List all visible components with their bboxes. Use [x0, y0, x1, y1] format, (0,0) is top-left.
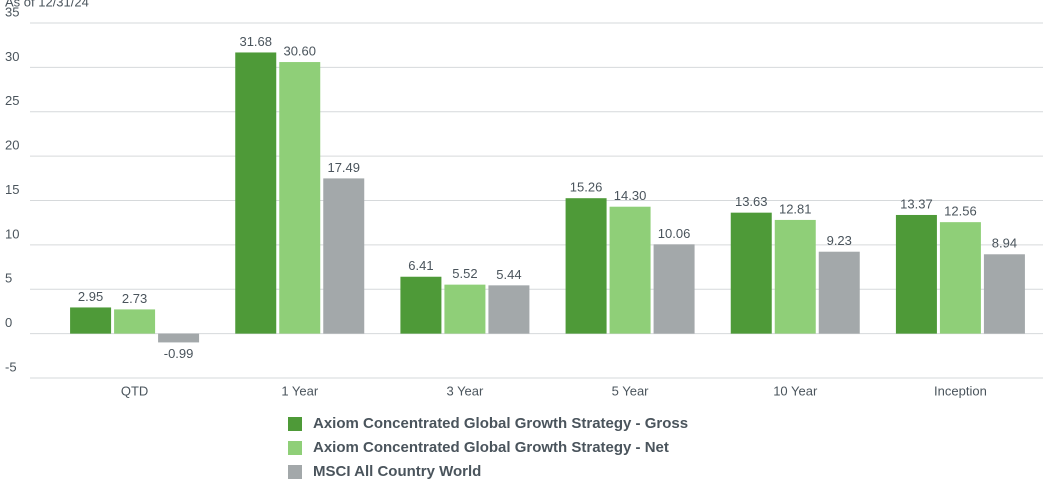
- value-label: 10.06: [658, 226, 691, 241]
- legend-swatch: [288, 417, 302, 431]
- bar: [444, 284, 486, 334]
- y-tick-label: 5: [5, 271, 12, 286]
- legend-swatch: [288, 465, 302, 479]
- x-tick-label: 10 Year: [773, 383, 818, 398]
- bar: [323, 178, 365, 334]
- y-tick-label: 10: [5, 226, 19, 241]
- value-label: 2.95: [78, 289, 103, 304]
- value-label: 14.30: [614, 188, 647, 203]
- legend-label: MSCI All Country World: [313, 463, 481, 480]
- legend-swatch: [288, 441, 302, 455]
- value-label: 9.23: [827, 233, 852, 248]
- value-label: 2.73: [122, 291, 147, 306]
- bar: [774, 219, 816, 334]
- value-label: 5.52: [452, 266, 477, 281]
- value-label: 13.37: [900, 196, 933, 211]
- value-label: -0.99: [164, 346, 194, 361]
- x-tick-label: 3 Year: [446, 383, 484, 398]
- bar: [895, 214, 937, 334]
- x-tick-label: 5 Year: [612, 383, 650, 398]
- bar: [609, 206, 651, 334]
- y-tick-label: 20: [5, 138, 19, 153]
- value-label: 15.26: [570, 180, 603, 195]
- bar: [730, 212, 772, 334]
- y-tick-label: -5: [5, 359, 17, 374]
- bar: [279, 62, 321, 334]
- chart-subtitle: As of 12/31/24: [5, 0, 89, 9]
- x-tick-label: 1 Year: [281, 383, 319, 398]
- legend-label: Axiom Concentrated Global Growth Strateg…: [313, 439, 669, 456]
- value-label: 12.81: [779, 201, 812, 216]
- bar: [400, 276, 442, 334]
- bar: [488, 285, 530, 334]
- bar: [983, 254, 1025, 334]
- bar: [818, 251, 860, 334]
- bar: [70, 307, 112, 334]
- y-tick-label: 35: [5, 4, 19, 19]
- bar: [114, 309, 156, 334]
- bar: [235, 52, 277, 334]
- bar: [939, 222, 981, 334]
- value-label: 30.60: [283, 43, 316, 58]
- bar: [158, 333, 200, 343]
- value-label: 5.44: [496, 267, 521, 282]
- value-label: 6.41: [408, 258, 433, 273]
- legend-label: Axiom Concentrated Global Growth Strateg…: [313, 415, 688, 432]
- value-label: 13.63: [735, 194, 768, 209]
- y-tick-label: 30: [5, 49, 19, 64]
- bar: [653, 244, 695, 334]
- value-label: 8.94: [992, 236, 1017, 251]
- x-tick-label: Inception: [934, 383, 987, 398]
- y-tick-label: 25: [5, 93, 19, 108]
- value-label: 17.49: [327, 160, 360, 175]
- y-tick-label: 15: [5, 182, 19, 197]
- value-label: 31.68: [239, 34, 272, 49]
- value-label: 12.56: [944, 204, 977, 219]
- x-tick-label: QTD: [121, 383, 148, 398]
- bar: [565, 198, 607, 334]
- y-tick-label: 0: [5, 315, 12, 330]
